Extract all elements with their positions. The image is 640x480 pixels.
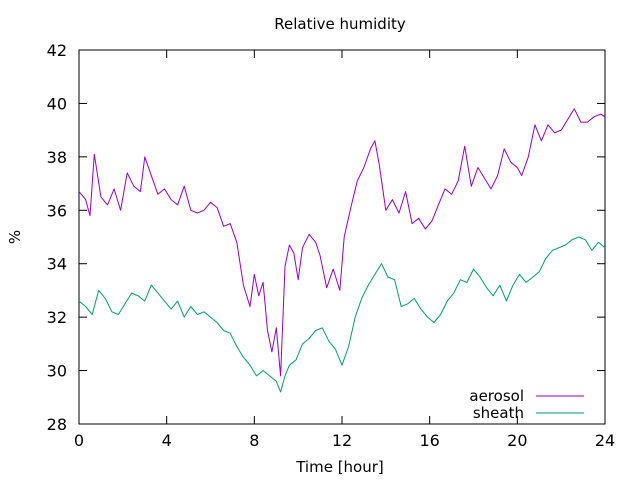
legend-label-sheath: sheath	[473, 404, 524, 422]
x-tick-label: 16	[419, 431, 439, 450]
y-tick-label: 30	[47, 362, 67, 381]
y-tick-label: 28	[47, 415, 67, 434]
series-line-sheath	[78, 236, 606, 393]
y-axis: 28 30 32 34 36 38 40 42	[47, 41, 605, 434]
y-tick-label: 32	[47, 308, 67, 327]
x-tick-label: 20	[507, 431, 527, 450]
y-tick-label: 42	[47, 41, 67, 60]
legend: aerosol sheath	[469, 387, 584, 422]
x-tick-label: 24	[595, 431, 615, 450]
y-axis-label: %	[6, 230, 24, 244]
x-tick-label: 4	[162, 431, 172, 450]
y-tick-label: 36	[47, 201, 67, 220]
x-tick-label: 0	[74, 431, 84, 450]
series-line-aerosol	[78, 108, 606, 377]
x-tick-label: 8	[249, 431, 259, 450]
y-tick-label: 34	[47, 255, 67, 274]
chart-title: Relative humidity	[274, 15, 406, 33]
x-axis-label: Time [hour]	[295, 458, 384, 476]
y-tick-label: 38	[47, 148, 67, 167]
y-tick-label: 40	[47, 94, 67, 113]
series-layer	[78, 108, 606, 393]
plot-area-border	[78, 49, 606, 425]
x-tick-label: 12	[332, 431, 352, 450]
legend-label-aerosol: aerosol	[469, 387, 524, 405]
x-axis: 0 4 8 12 16 20 24	[74, 50, 615, 450]
